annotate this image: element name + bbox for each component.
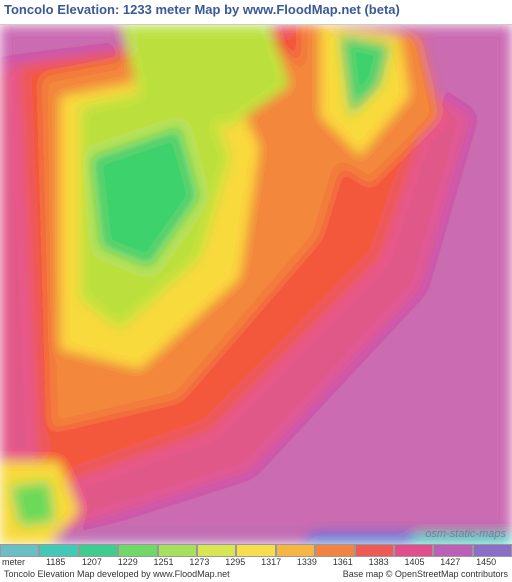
legend-swatch [0, 544, 39, 557]
legend-value: 1405 [404, 557, 440, 567]
legend-value: 1185 [46, 557, 82, 567]
legend-value: 1295 [225, 557, 261, 567]
legend-swatch [394, 544, 433, 557]
legend-swatch [473, 544, 512, 557]
footer-right: Base map © OpenStreetMap contributors [343, 569, 508, 580]
legend-swatch [276, 544, 315, 557]
legend-value: 1273 [189, 557, 225, 567]
legend-value: 1251 [154, 557, 190, 567]
legend-swatch [39, 544, 78, 557]
legend-value: 1383 [369, 557, 405, 567]
legend-swatch [79, 544, 118, 557]
legend: meter 1185120712291251127312951317133913… [0, 544, 512, 582]
legend-swatches [0, 544, 512, 557]
legend-swatch [158, 544, 197, 557]
legend-swatch [197, 544, 236, 557]
footer: Toncolo Elevation Map developed by www.F… [0, 568, 512, 582]
legend-labels: meter 1185120712291251127312951317133913… [0, 557, 512, 568]
legend-swatch [236, 544, 275, 557]
legend-unit: meter [0, 557, 46, 567]
legend-value: 1339 [297, 557, 333, 567]
map-container: Toncolo Elevation: 1233 meter Map by www… [0, 0, 512, 582]
watermark-text: osm-static-maps [425, 528, 506, 540]
legend-value: 1229 [118, 557, 154, 567]
footer-left: Toncolo Elevation Map developed by www.F… [4, 569, 230, 580]
legend-value: 1361 [333, 557, 369, 567]
elevation-map: osm-static-maps [0, 25, 512, 544]
legend-swatch [315, 544, 354, 557]
map-svg [0, 25, 512, 544]
legend-value: 1427 [440, 557, 476, 567]
legend-swatch [118, 544, 157, 557]
page-title: Toncolo Elevation: 1233 meter Map by www… [0, 0, 512, 25]
legend-swatch [355, 544, 394, 557]
legend-swatch [433, 544, 472, 557]
legend-value: 1450 [476, 557, 512, 567]
legend-value: 1317 [261, 557, 297, 567]
legend-value: 1207 [82, 557, 118, 567]
